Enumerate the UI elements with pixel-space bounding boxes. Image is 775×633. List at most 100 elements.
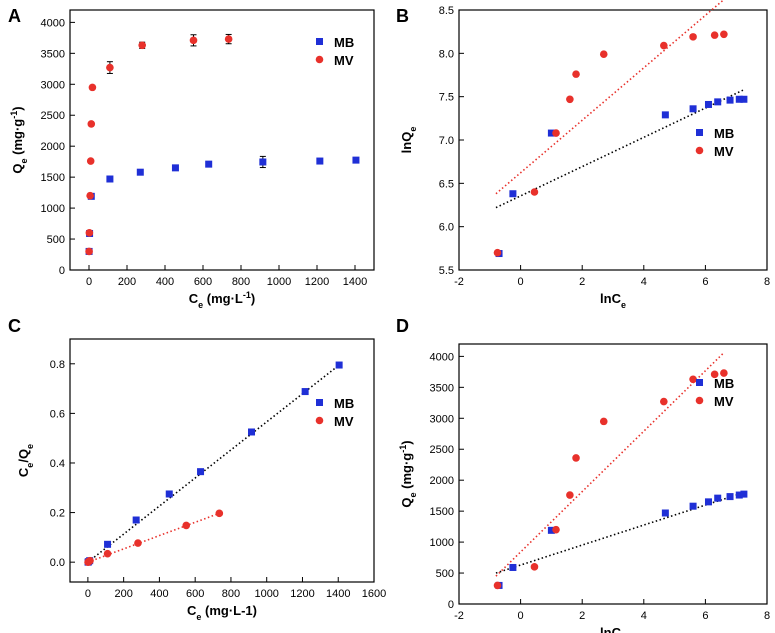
x-tick-label: -2: [454, 276, 464, 288]
point-mv: [566, 491, 574, 499]
x-tick-label: -2: [454, 610, 464, 622]
legend-label-mb: MB: [334, 35, 354, 50]
point-mv: [86, 157, 95, 165]
y-tick-label: 2000: [430, 475, 454, 487]
point-mb: [301, 388, 309, 396]
y-tick-label: 1000: [430, 537, 454, 549]
point-mv: [85, 229, 94, 237]
panel-letter: A: [8, 6, 21, 26]
point-mb: [165, 490, 173, 498]
y-axis-label: lnQe: [399, 127, 418, 154]
point-mv: [689, 33, 697, 41]
y-tick-label: 500: [436, 568, 454, 580]
y-axis-label: Qe (mg·g-1): [9, 106, 29, 173]
x-tick-label: 800: [232, 276, 250, 288]
plot-frame: [69, 9, 375, 271]
point-mb: [735, 491, 743, 499]
point-mv: [88, 83, 97, 92]
point-mb: [335, 361, 343, 369]
point-mb: [661, 509, 669, 517]
point-mb: [509, 563, 517, 571]
y-tick-label: 2500: [41, 110, 65, 122]
fit-line-mv: [495, 352, 725, 577]
point-mv: [86, 556, 94, 565]
point-mb: [509, 190, 517, 198]
point-mv: [710, 31, 719, 39]
x-tick-label: 6: [702, 276, 708, 288]
x-tick-label: 800: [222, 588, 240, 600]
y-tick-label: 0: [448, 599, 454, 611]
x-tick-label: 6: [702, 610, 708, 622]
point-mb: [547, 129, 555, 137]
y-tick-label: 0.2: [50, 508, 65, 520]
y-tick-label: 7.0: [439, 135, 454, 147]
point-mv: [530, 188, 539, 196]
x-tick-label: 200: [118, 276, 136, 288]
panel-letter: C: [8, 316, 21, 336]
x-tick-label: 1600: [362, 588, 386, 600]
x-tick-label: 1000: [267, 276, 291, 288]
point-mb: [205, 160, 213, 168]
x-tick-label: 1000: [254, 588, 278, 600]
legend-marker-mb: [696, 379, 703, 386]
point-mv: [86, 191, 94, 200]
x-tick-label: 600: [194, 276, 212, 288]
point-mv: [224, 35, 233, 43]
panel-C: C 0 200 400 600 800 1000 1200 1400 1600 0.0 0.2 0.4 0…: [8, 316, 386, 622]
y-tick-label: 3500: [41, 48, 65, 60]
y-tick-label: 0.6: [50, 408, 65, 420]
point-mv: [103, 549, 112, 558]
point-mb: [136, 168, 144, 176]
legend-marker-mv: [695, 146, 704, 155]
point-mv: [572, 70, 580, 78]
panel-letter: D: [396, 316, 409, 336]
x-tick-label: 600: [186, 588, 204, 600]
y-tick-label: 7.5: [439, 92, 454, 104]
point-mb: [704, 100, 712, 108]
panel-letter: B: [396, 6, 409, 26]
legend-marker-mb: [696, 129, 703, 136]
legend-label-mv: MV: [714, 394, 734, 409]
x-axis-label: Ce (mg·L-1): [189, 290, 255, 310]
legend-marker-mv: [695, 396, 704, 405]
point-mb: [714, 494, 722, 502]
fit-line-mb: [495, 89, 745, 209]
point-mb: [547, 526, 555, 534]
x-tick-label: 400: [156, 276, 174, 288]
point-mv: [134, 539, 142, 547]
point-mv: [493, 581, 502, 590]
x-tick-label: 4: [641, 276, 647, 288]
fit-line-mv: [87, 512, 220, 563]
point-mv: [138, 41, 146, 50]
point-mv: [493, 248, 502, 257]
x-tick-label: 1200: [290, 588, 314, 600]
point-mb: [726, 96, 734, 104]
point-mv: [552, 129, 560, 137]
point-mb: [661, 111, 669, 119]
y-tick-label: 8.0: [439, 48, 454, 60]
point-mv: [552, 525, 560, 534]
point-mv: [530, 563, 539, 571]
point-mb: [104, 540, 112, 548]
x-axis-label: lnCe: [600, 625, 626, 633]
point-mb: [740, 490, 748, 498]
y-tick-label: 3000: [41, 79, 65, 91]
fit-line-mb: [495, 491, 745, 574]
point-mb: [106, 175, 114, 183]
x-tick-label: 0: [518, 610, 524, 622]
plot-frame: [458, 343, 768, 605]
point-mb: [735, 95, 743, 103]
point-mv: [599, 50, 608, 58]
point-mb: [248, 428, 256, 436]
x-tick-label: 2: [579, 276, 585, 288]
legend-marker-mv: [315, 416, 324, 425]
legend-marker-mv: [315, 55, 324, 64]
legend-marker-mb: [316, 399, 323, 406]
y-tick-label: 3500: [430, 382, 454, 394]
point-mv: [660, 41, 668, 50]
y-axis-label: Ce/Qe: [16, 444, 35, 477]
x-tick-label: 1200: [305, 276, 329, 288]
point-mv: [189, 36, 198, 45]
point-mb: [171, 164, 179, 172]
